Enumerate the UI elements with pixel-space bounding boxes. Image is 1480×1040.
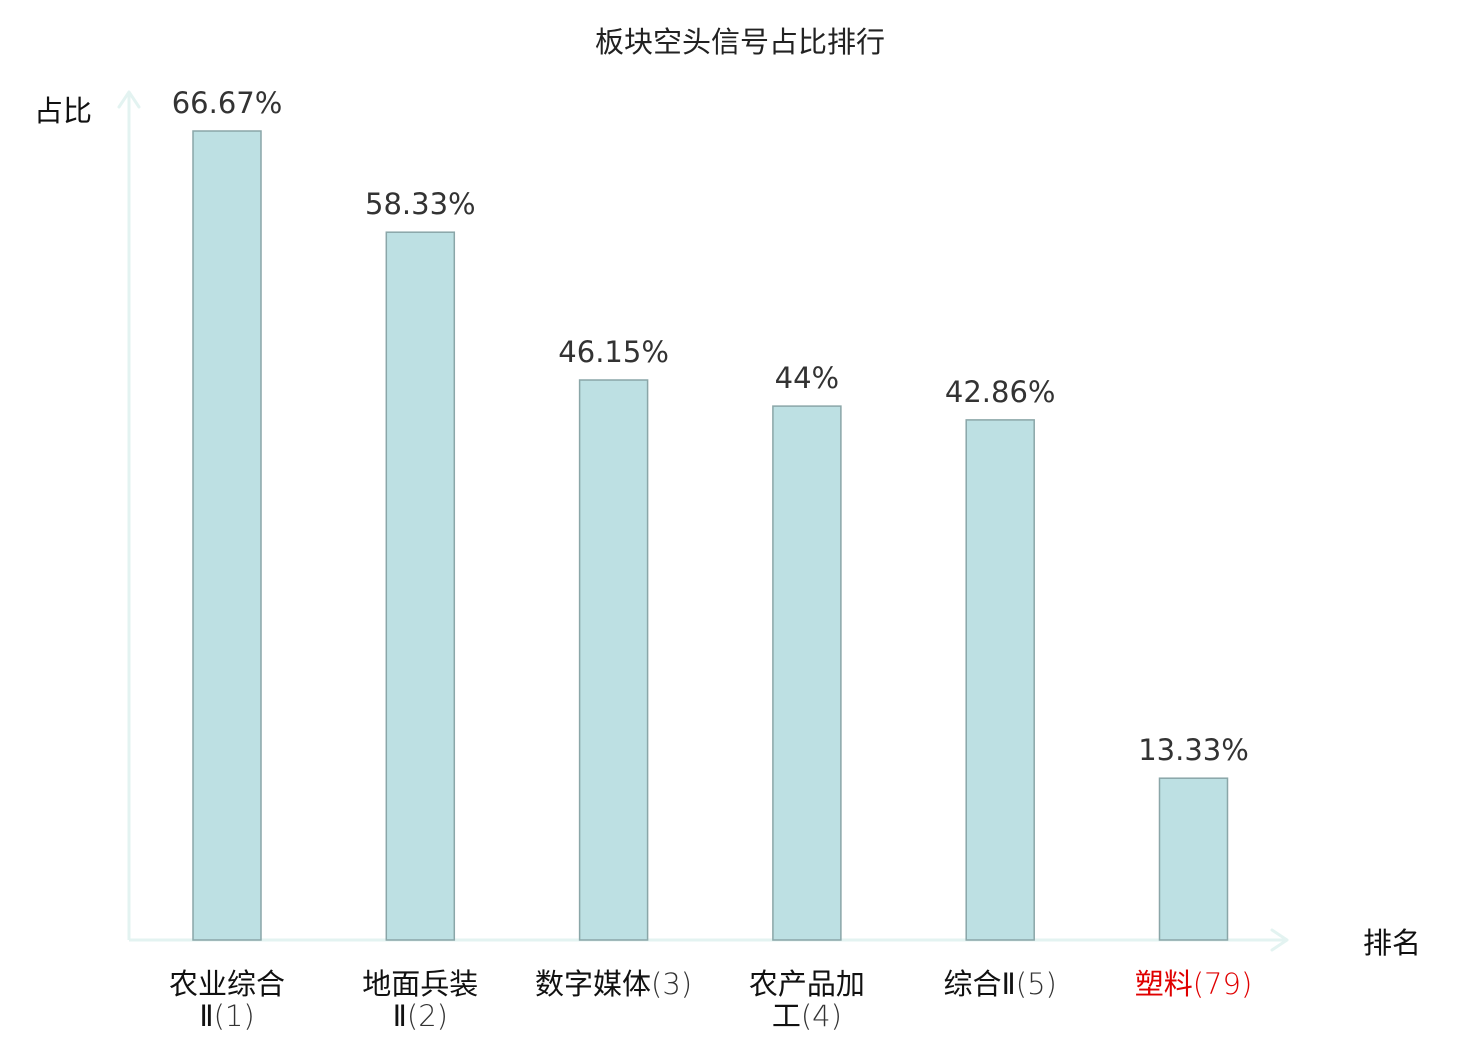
y-axis-label: 占比 (34, 94, 92, 128)
bar-3 (578, 379, 649, 941)
x-axis: 排名 (129, 926, 1421, 960)
x-tick-name-line: 塑料 (1135, 967, 1193, 1001)
bar-2 (385, 231, 456, 941)
bar-4 (772, 405, 842, 941)
value-label-1: 66.67% (172, 86, 283, 120)
x-tick-name-line: 农业综合 (169, 967, 285, 1001)
x-tick-label-4: 农产品加工(4) (749, 967, 865, 1033)
x-tick-label-5: 综合Ⅱ(5) (944, 967, 1057, 1001)
x-tick-name-line: 地面兵装 (362, 967, 478, 1001)
x-axis-arrow-icon (1270, 928, 1289, 952)
bar-5 (965, 419, 1035, 941)
value-label-3: 46.15% (558, 335, 669, 369)
bars-layer (192, 130, 1229, 941)
chart-title: 板块空头信号占比排行 (595, 25, 885, 59)
value-label-5: 42.86% (945, 375, 1056, 409)
x-tick-label-2: 地面兵装 Ⅱ(2) (362, 967, 478, 1033)
x-axis-label: 排名 (1363, 926, 1421, 960)
x-tick-name-line: 数字媒体 (535, 967, 651, 1001)
x-tick-rank: (2) (407, 999, 448, 1033)
x-tick-rank: (3) (651, 967, 692, 1001)
x-tick-label-1: 农业综合 Ⅱ(1) (169, 967, 285, 1033)
x-tick-name-line: 农产品加 (749, 967, 865, 1001)
value-label-6: 13.33% (1138, 733, 1249, 767)
y-axis: 占比 (34, 90, 141, 940)
x-tick-name-line: Ⅱ (393, 999, 407, 1033)
x-tick-rank: (1) (214, 999, 255, 1033)
value-labels-layer: 66.67% 58.33% 46.15% 44% 42.86% 13.33% (172, 86, 1249, 767)
category-labels-layer: 农业综合 Ⅱ(1)地面兵装 Ⅱ(2)数字媒体(3) 农产品加工(4)综合Ⅱ(5) 塑料(… (169, 967, 1252, 1033)
y-axis-arrow-icon (117, 90, 141, 109)
value-label-4: 44% (775, 361, 839, 395)
x-tick-rank: (4) (801, 999, 842, 1033)
x-tick-name-line: 工 (772, 999, 801, 1033)
x-tick-name-line: 综合Ⅱ (944, 967, 1016, 1001)
bar-1 (192, 130, 262, 941)
x-tick-label-6: 塑料(79) (1135, 967, 1253, 1001)
x-tick-name-line: Ⅱ (199, 999, 213, 1033)
x-tick-rank: (5) (1016, 967, 1057, 1001)
x-tick-label-3: 数字媒体(3) (535, 967, 692, 1001)
bar-6 (1158, 777, 1229, 941)
value-label-2: 58.33% (365, 187, 476, 221)
x-tick-rank: (79) (1193, 967, 1253, 1001)
